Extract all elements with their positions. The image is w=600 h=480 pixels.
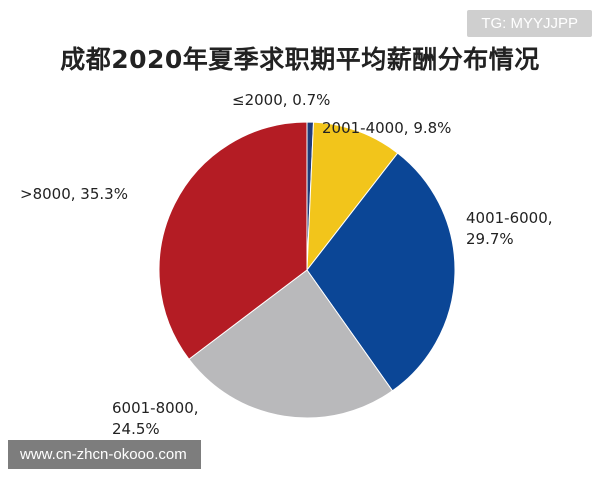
- slice-label-4001-6000: 4001-6000, 29.7%: [466, 209, 553, 248]
- slice-label-value: 35.3%: [80, 185, 128, 203]
- slice-label-value: 9.8%: [413, 119, 452, 137]
- pie-slice-4001-6000: [306, 152, 456, 392]
- pie-slice-2001-4000: [306, 121, 399, 272]
- slice-label-name: ≤2000: [232, 91, 283, 109]
- slice-label-name: >8000: [20, 185, 71, 203]
- watermark-telegram: TG: MYYJJPP: [467, 10, 592, 37]
- slice-label-2001-4000: 2001-4000, 9.8%: [322, 119, 452, 137]
- watermark-url: www.cn-zhcn-okooo.com: [8, 440, 201, 469]
- slice-label-6001-8000: 6001-8000, 24.5%: [112, 399, 199, 438]
- pie-slice-8000: [158, 121, 308, 360]
- pie-slice-6001-8000: [188, 269, 394, 419]
- slice-label-value: 0.7%: [292, 91, 331, 109]
- slice-label-name: 4001-6000: [466, 209, 548, 227]
- slice-label-name: 6001-8000: [112, 399, 194, 417]
- slice-label-value: 24.5%: [112, 420, 160, 438]
- chart-title: 成都2020年夏季求职期平均薪酬分布情况: [60, 45, 540, 74]
- slice-label-gt8000: >8000, 35.3%: [20, 185, 128, 203]
- slice-label-name: 2001-4000: [322, 119, 404, 137]
- slice-label-le2000: ≤2000, 0.7%: [232, 91, 331, 109]
- slice-label-value: 29.7%: [466, 230, 514, 248]
